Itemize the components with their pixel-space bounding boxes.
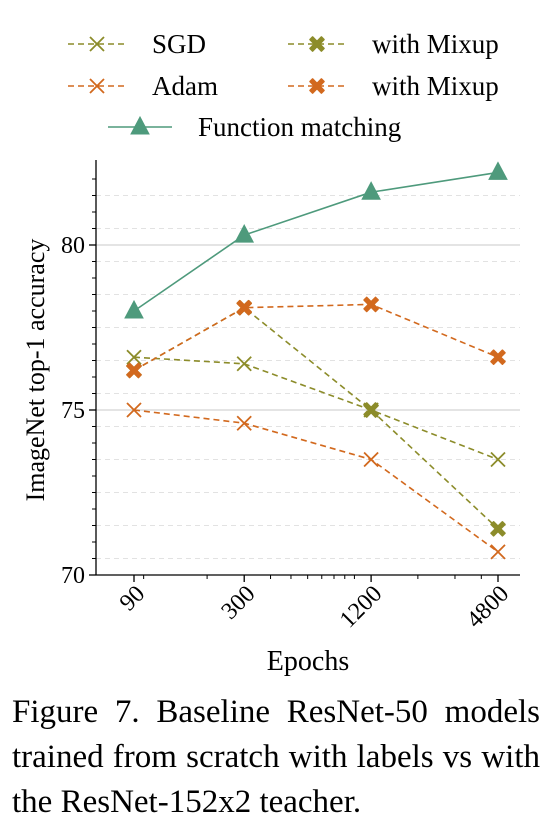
x-tick-label: 90 [115, 581, 150, 616]
legend-label: SGD [152, 29, 206, 59]
data-point [234, 224, 255, 243]
legend-item: SGD [68, 29, 206, 59]
data-point [126, 349, 142, 365]
series-line [133, 409, 499, 553]
series-line [133, 303, 499, 372]
x-tick-label: 300 [217, 581, 261, 625]
series-1 [126, 402, 506, 560]
legend-item: Function matching [108, 112, 401, 142]
data-point [490, 544, 506, 560]
legend-item: with Mixup [288, 29, 499, 59]
data-point [89, 36, 105, 52]
y-tick-label: 75 [61, 398, 85, 424]
axes: 70 75 80 90 300 1200 4800 [61, 160, 520, 633]
data-point [309, 78, 325, 94]
series-line [133, 306, 499, 530]
data-point [124, 299, 144, 319]
data-point [488, 161, 508, 180]
grid [96, 195, 520, 559]
legend-label: Adam [152, 71, 218, 101]
series-line [133, 356, 499, 461]
y-tick-label: 70 [61, 563, 85, 589]
legend-label: Function matching [198, 112, 401, 142]
data-point [126, 362, 142, 379]
data-point [309, 36, 325, 52]
data-point [490, 349, 506, 366]
series-4 [124, 161, 508, 319]
legend-label: with Mixup [372, 29, 499, 59]
series-group [124, 161, 508, 560]
series-line [133, 171, 499, 312]
y-tick-label: 80 [61, 233, 85, 259]
data-point [236, 356, 252, 372]
x-axis-label: Epochs [267, 646, 349, 677]
x-tick-label: 4800 [462, 581, 514, 633]
data-point [363, 451, 379, 468]
data-point [89, 78, 105, 94]
data-point [126, 402, 142, 418]
data-point [490, 451, 506, 468]
data-point [490, 520, 506, 537]
data-point [361, 181, 381, 200]
data-point [236, 299, 253, 316]
figure-caption: Figure 7. Baseline ResNet-50 models trai… [12, 694, 540, 820]
data-point [363, 402, 379, 418]
data-point [363, 296, 379, 313]
legend-item: with Mixup [288, 71, 499, 101]
series-3 [126, 296, 506, 379]
series-0 [126, 349, 506, 468]
y-axis-label: ImageNet top-1 accuracy [21, 239, 50, 502]
legend-label: with Mixup [372, 71, 499, 101]
series-2 [126, 299, 506, 537]
legend: SGD Adam with Mixup with Mixup Function matc… [68, 29, 499, 142]
data-point [236, 415, 252, 431]
x-tick-label: 1200 [335, 581, 387, 633]
chart: SGD Adam with Mixup with Mixup Function matc… [21, 29, 520, 677]
data-point [130, 115, 150, 135]
legend-item: Adam [68, 71, 218, 101]
